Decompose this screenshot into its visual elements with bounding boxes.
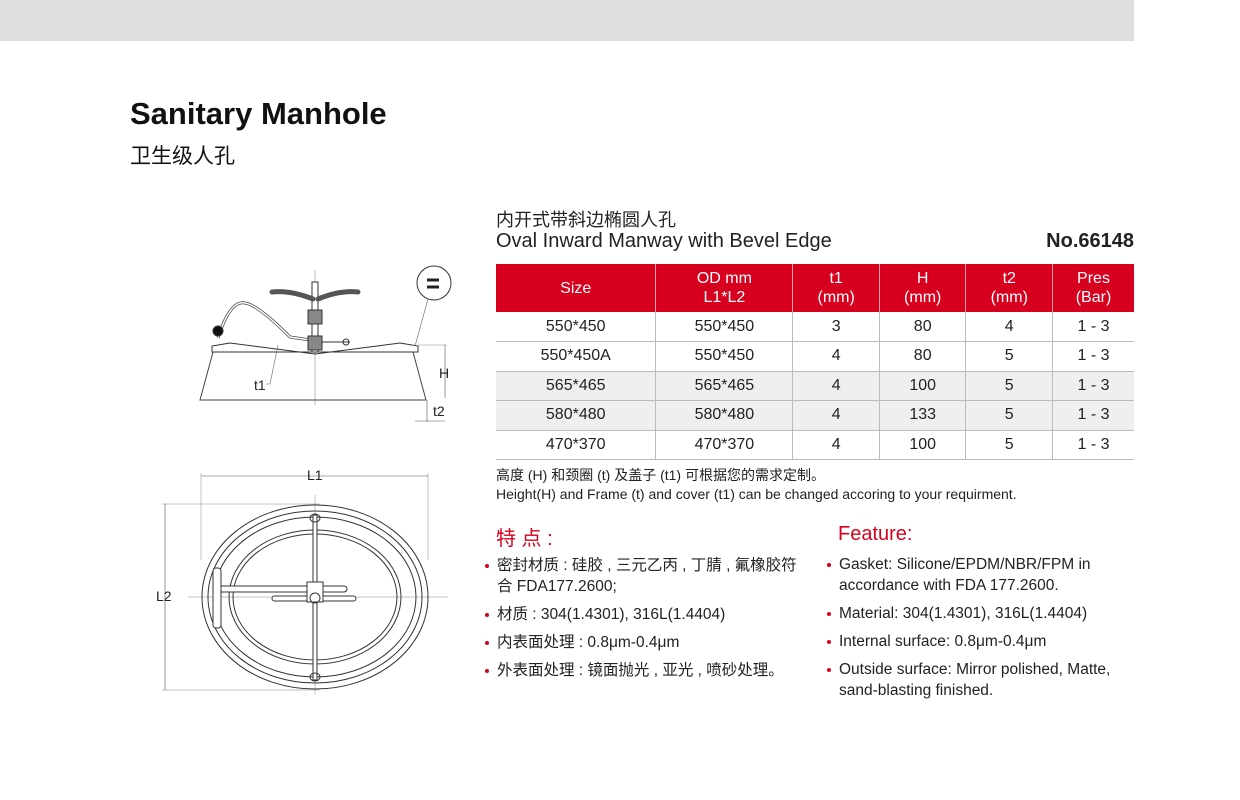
feature-item: Outside surface: Mirror polished, Matte,… <box>827 659 1139 701</box>
header-text: Size <box>560 279 592 297</box>
column-header: OD mm L1*L2 <box>655 264 793 312</box>
table-row: 565*465 565*465 4 100 5 1 - 3 <box>496 371 1134 401</box>
feature-item: Gasket: Silicone/EPDM/NBR/FPM in accorda… <box>827 554 1139 596</box>
table-cell: 565*465 <box>496 371 656 401</box>
table-cell: 5 <box>965 430 1053 460</box>
note-en: Height(H) and Frame (t) and cover (t1) c… <box>496 486 1017 502</box>
table-cell: 550*450 <box>496 312 656 342</box>
feature-item: Internal surface: 0.8μm-0.4μm <box>827 631 1139 652</box>
feature-item: 密封材质 : 硅胶 , 三元乙丙 , 丁腈 , 氟橡胶符合 FDA177.260… <box>485 555 805 597</box>
features-cn-list: 密封材质 : 硅胶 , 三元乙丙 , 丁腈 , 氟橡胶符合 FDA177.260… <box>485 555 805 688</box>
header-text: (mm) <box>904 289 942 306</box>
table-cell: 5 <box>965 371 1053 401</box>
label-t2: t2 <box>433 403 445 419</box>
table-row: 470*370 470*370 4 100 5 1 - 3 <box>496 430 1134 460</box>
table-cell: 5 <box>965 400 1053 431</box>
table-cell: 100 <box>878 430 966 460</box>
label-H: H <box>439 365 449 381</box>
features-en-heading: Feature: <box>838 523 913 545</box>
table-cell: 1 - 3 <box>1052 341 1134 372</box>
feature-item: Material: 304(1.4301), 316L(1.4404) <box>827 603 1139 624</box>
table-row: 550*450A 550*450 4 80 5 1 - 3 <box>496 341 1134 372</box>
feature-item: 内表面处理 : 0.8μm-0.4μm <box>485 632 805 653</box>
column-header: t2 (mm) <box>965 264 1053 312</box>
column-header: Pres (Bar) <box>1052 264 1134 312</box>
table-cell: 1 - 3 <box>1052 400 1134 431</box>
table-cell: 470*370 <box>655 430 793 460</box>
table-cell: 4 <box>792 430 880 460</box>
table-cell: 3 <box>792 312 880 342</box>
label-L2: L2 <box>156 588 172 604</box>
table-cell: 4 <box>792 371 880 401</box>
table-cell: 80 <box>878 341 966 372</box>
column-header: Size <box>496 264 656 312</box>
table-row: 580*480 580*480 4 133 5 1 - 3 <box>496 400 1134 431</box>
table-cell: 550*450 <box>655 312 793 342</box>
header-text: t1 <box>829 270 843 287</box>
header-text: L1*L2 <box>703 289 746 306</box>
product-number: No.66148 <box>1046 230 1134 252</box>
page-title: Sanitary Manhole <box>130 96 387 131</box>
table-cell: 1 - 3 <box>1052 371 1134 401</box>
table-cell: 4 <box>792 341 880 372</box>
table-cell: 550*450A <box>496 341 656 372</box>
table-cell: 550*450 <box>655 341 793 372</box>
note-cn: 高度 (H) 和颈圈 (t) 及盖子 (t1) 可根据您的需求定制。 <box>496 467 825 483</box>
header-text: Pres <box>1077 270 1110 287</box>
header-text: (mm) <box>990 289 1028 306</box>
table-cell: 565*465 <box>655 371 793 401</box>
header-text: (mm) <box>817 289 855 306</box>
table-cell: 4 <box>965 312 1053 342</box>
label-t1: t1 <box>254 377 266 393</box>
header-text: t2 <box>1002 270 1016 287</box>
top-view <box>162 473 448 695</box>
label-L1: L1 <box>307 467 323 483</box>
product-title-cn: 内开式带斜边椭圆人孔 <box>496 210 676 230</box>
product-title-en: Oval Inward Manway with Bevel Edge <box>496 230 832 252</box>
column-header: t1 (mm) <box>792 264 880 312</box>
page-subtitle: 卫生级人孔 <box>130 145 235 168</box>
feature-item: 材质 : 304(1.4301), 316L(1.4404) <box>485 604 805 625</box>
table-cell: 470*370 <box>496 430 656 460</box>
table-cell: 80 <box>878 312 966 342</box>
table-cell: 4 <box>792 400 880 431</box>
header-text: (Bar) <box>1075 289 1112 306</box>
feature-item: 外表面处理 : 镜面抛光 , 亚光 , 喷砂处理。 <box>485 660 805 681</box>
top-bar <box>0 0 1134 41</box>
side-view <box>199 265 452 422</box>
features-cn-heading: 特 点 : <box>496 528 553 550</box>
column-header: H (mm) <box>878 264 966 312</box>
table-cell: 1 - 3 <box>1052 430 1134 460</box>
table-cell: 5 <box>965 341 1053 372</box>
header-text: H <box>916 270 929 287</box>
table-row: 550*450 550*450 3 80 4 1 - 3 <box>496 312 1134 342</box>
table-cell: 580*480 <box>655 400 793 431</box>
features-en-list: Gasket: Silicone/EPDM/NBR/FPM in accorda… <box>827 554 1139 708</box>
header-text: OD mm <box>696 270 752 287</box>
table-cell: 100 <box>878 371 966 401</box>
spec-table: Size OD mm L1*L2 t1 (mm) H (mm) t2 (mm) Pres (Bar)… <box>496 264 1134 460</box>
table-cell: 1 - 3 <box>1052 312 1134 342</box>
table-cell: 133 <box>878 400 966 431</box>
table-cell: 580*480 <box>496 400 656 431</box>
